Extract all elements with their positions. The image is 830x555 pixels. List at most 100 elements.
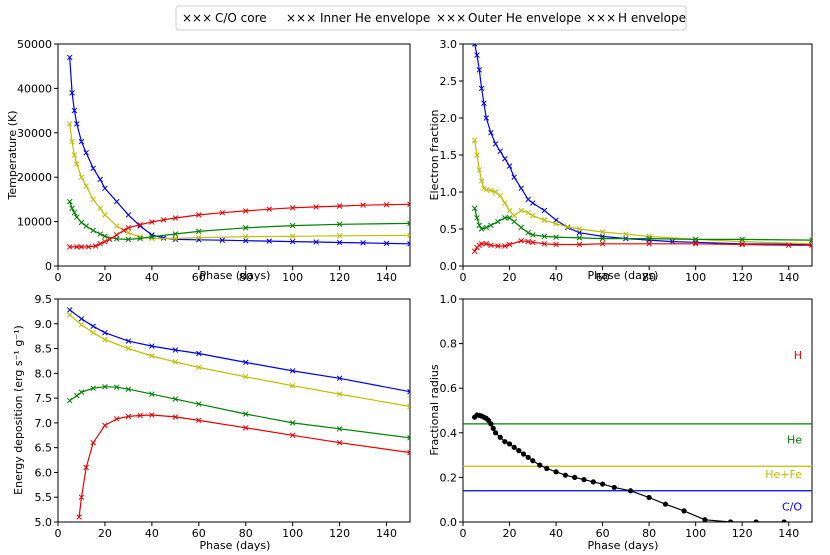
- data-point: [172, 236, 179, 243]
- data-point: [149, 412, 155, 418]
- legend-marker-co: ×××: [182, 11, 212, 25]
- data-point: [564, 224, 571, 230]
- y-tick-label: 5.0: [35, 516, 53, 529]
- x-tick-label: 40: [549, 527, 563, 540]
- data-point: [483, 224, 490, 231]
- data-point: [219, 209, 226, 216]
- data-point: [506, 163, 513, 169]
- data-point: [544, 465, 550, 472]
- x-tick-label: 80: [642, 271, 656, 284]
- data-point: [511, 212, 517, 219]
- data-point: [90, 323, 96, 330]
- data-point: [692, 241, 699, 247]
- data-point: [97, 176, 103, 183]
- y-tick-label: 20000: [17, 171, 52, 184]
- data-point: [809, 241, 812, 248]
- data-point: [242, 225, 249, 231]
- fractional-radius-panel: Fractional radius Phase (days) 0 20 40 60 80…: [428, 293, 813, 552]
- data-point: [71, 107, 78, 114]
- y-axis-label: Temperature (K): [6, 111, 19, 201]
- data-point: [289, 238, 296, 245]
- y-tick-label: 10000: [17, 216, 52, 229]
- data-point: [518, 185, 524, 192]
- data-point: [149, 353, 155, 359]
- series-line-inner-he-envelope: [474, 140, 812, 245]
- x-tick-label: 120: [732, 527, 753, 540]
- data-point: [336, 221, 343, 228]
- legend-label-outer-he: Outer He envelope: [468, 11, 581, 25]
- data-point: [125, 345, 132, 352]
- data-point: [289, 432, 296, 439]
- data-point: [149, 219, 155, 225]
- data-point: [753, 519, 759, 522]
- data-point: [66, 244, 73, 250]
- y-tick-label: 5.5: [35, 491, 53, 504]
- data-point: [681, 508, 687, 514]
- data-point: [196, 401, 202, 407]
- data-point: [476, 67, 483, 73]
- data-point: [383, 201, 390, 208]
- x-axis-label: Phase (days): [588, 269, 659, 282]
- x-tick-label: 80: [239, 527, 253, 540]
- data-point: [83, 464, 89, 471]
- data-point: [407, 435, 410, 441]
- data-point: [495, 243, 501, 249]
- data-point: [511, 174, 517, 180]
- data-point: [646, 494, 652, 501]
- x-tick-label: 0: [55, 271, 62, 284]
- data-point: [106, 236, 113, 243]
- y-tick-label: 1.0: [440, 186, 458, 199]
- legend-label-h: H envelope: [618, 11, 686, 25]
- data-point: [83, 223, 89, 229]
- data-point: [172, 215, 179, 221]
- data-point: [471, 248, 478, 254]
- data-point: [360, 240, 366, 246]
- y-axis-label: Fractional radius: [428, 364, 441, 455]
- data-point: [78, 389, 85, 395]
- data-point: [97, 241, 103, 247]
- x-tick-label: 60: [192, 527, 206, 540]
- plot-area: [471, 44, 812, 254]
- data-point: [289, 205, 296, 211]
- x-tick-label: 80: [239, 271, 253, 284]
- data-point: [242, 411, 249, 417]
- data-point: [242, 237, 249, 244]
- y-tick-label: 50000: [17, 38, 52, 51]
- legend-marker-inner-he: ×××: [286, 11, 316, 25]
- data-point: [525, 454, 531, 460]
- data-point: [511, 444, 517, 450]
- data-point: [113, 232, 120, 238]
- data-point: [137, 235, 143, 242]
- data-point: [196, 228, 202, 235]
- data-point: [160, 217, 167, 223]
- data-point: [74, 161, 80, 167]
- data-point: [78, 219, 85, 226]
- data-point: [562, 472, 568, 478]
- x-tick-label: 40: [549, 271, 563, 284]
- data-point: [502, 439, 508, 445]
- y-tick-label: 0.0: [440, 516, 458, 529]
- data-point: [242, 425, 249, 431]
- data-point: [497, 192, 503, 199]
- data-point: [336, 391, 343, 397]
- data-point: [474, 152, 480, 158]
- x-tick-label: 140: [376, 527, 397, 540]
- y-tick-label: 3.0: [440, 38, 458, 51]
- data-point: [102, 185, 108, 192]
- data-point: [576, 226, 583, 232]
- data-point: [599, 229, 606, 235]
- data-point: [692, 236, 699, 243]
- data-point: [407, 241, 410, 247]
- data-point: [785, 242, 792, 249]
- data-point: [196, 234, 202, 241]
- region-label: C/O: [782, 500, 802, 513]
- x-axis-label: Phase (days): [200, 539, 271, 552]
- data-point: [90, 385, 96, 391]
- data-point: [78, 244, 85, 250]
- data-point: [781, 519, 787, 522]
- data-point: [525, 238, 531, 245]
- axes-frame: [462, 43, 813, 267]
- x-tick-label: 0: [460, 527, 467, 540]
- series-line-inner-he-envelope: [69, 123, 410, 240]
- data-point: [483, 187, 490, 193]
